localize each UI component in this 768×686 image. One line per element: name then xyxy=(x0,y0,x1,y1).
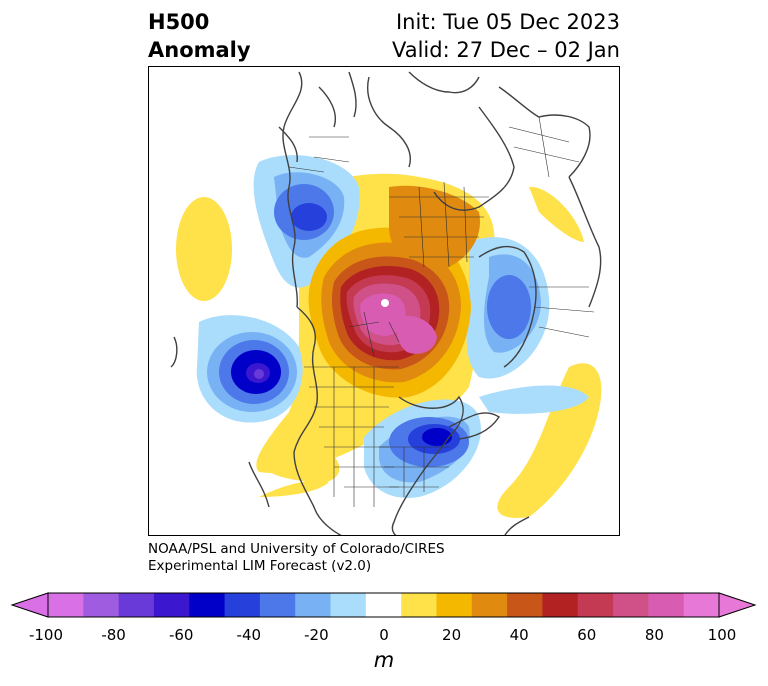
colorbar-tick: -20 xyxy=(304,626,329,644)
colorbar-outline xyxy=(47,592,720,618)
colorbar-segment xyxy=(683,593,720,617)
colorbar-segment xyxy=(648,593,685,617)
colorbar-segment xyxy=(471,593,508,617)
colorbar-segment xyxy=(48,593,84,617)
colorbar-segment xyxy=(542,593,579,617)
colorbar-tick: 60 xyxy=(577,626,597,644)
colorbar-segment xyxy=(224,593,261,617)
coastlines xyxy=(170,71,602,535)
colorbar-segment xyxy=(436,593,473,617)
colorbar-segment xyxy=(401,593,437,617)
credit-line-2: Experimental LIM Forecast (v2.0) xyxy=(148,558,372,574)
colorbar-unit: m xyxy=(373,648,395,672)
colorbar-segment xyxy=(153,593,190,617)
colorbar xyxy=(10,592,757,618)
political-boundaries xyxy=(288,116,595,507)
colorbar-tick: -80 xyxy=(101,626,126,644)
colorbar-segment xyxy=(330,593,367,617)
negative-anomaly-deep xyxy=(231,203,460,454)
title-line-2: Anomaly xyxy=(148,38,251,62)
positive-anomaly-core xyxy=(308,185,480,398)
colorbar-segment xyxy=(295,593,332,617)
colorbar-tick: -100 xyxy=(28,626,64,644)
colorbar-segment xyxy=(613,593,649,617)
colorbar-tick: 0 xyxy=(379,626,389,644)
colorbar-segment xyxy=(365,593,402,617)
colorbar-over-arrow xyxy=(718,592,757,618)
title-variable: H500 Anomaly xyxy=(148,8,251,64)
colorbar-tick: 40 xyxy=(509,626,529,644)
anomaly-map xyxy=(149,71,602,535)
title-dates: Init: Tue 05 Dec 2023 Valid: 27 Dec – 02… xyxy=(392,8,620,64)
colorbar-segment xyxy=(259,593,296,617)
colorbar-segment xyxy=(83,593,120,617)
colorbar-segment xyxy=(507,593,543,617)
map-panel xyxy=(148,66,620,536)
credit-text: NOAA/PSL and University of Colorado/CIRE… xyxy=(148,541,445,575)
colorbar-tick: 80 xyxy=(644,626,664,644)
init-date: Init: Tue 05 Dec 2023 xyxy=(395,10,620,34)
colorbar-segment xyxy=(577,593,614,617)
colorbar-tick: -60 xyxy=(168,626,194,644)
title-line-1: H500 xyxy=(148,10,210,34)
map-edge xyxy=(149,282,152,322)
colorbar-tick: 20 xyxy=(442,626,462,644)
colorbar-segments xyxy=(48,593,720,617)
valid-date: Valid: 27 Dec – 02 Jan xyxy=(391,38,620,62)
colorbar-segment xyxy=(189,593,226,617)
colorbar-segment xyxy=(118,593,155,617)
colorbar-tick: -40 xyxy=(236,626,262,644)
credit-line-1: NOAA/PSL and University of Colorado/CIRE… xyxy=(148,541,445,557)
colorbar-under-arrow xyxy=(10,592,49,618)
colorbar-tick: 100 xyxy=(707,626,737,644)
